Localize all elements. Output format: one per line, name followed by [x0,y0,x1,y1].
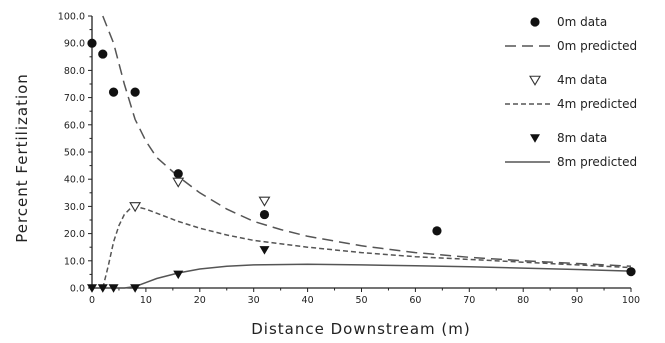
y-tick-label: 70.0 [64,93,85,104]
y-tick-label: 10.0 [64,256,85,267]
x-tick-label: 80 [517,295,529,306]
series-4m-data-point [129,202,142,213]
y-tick-label: 30.0 [64,202,85,213]
series-0m-data-point [98,49,108,59]
y-tick-label: 60.0 [64,120,85,131]
x-tick-label: 0 [89,295,95,306]
series-8m-data-point [108,284,119,293]
legend-8m-data: 8m data [530,131,607,145]
series-8m-data-point [130,284,141,293]
y-tick-label: 100.0 [58,12,85,23]
series-4m-data-point [172,177,185,188]
y-tick-label: 40.0 [64,175,85,186]
legend-4m-predicted: 4m predicted [505,97,637,111]
x-tick-label: 30 [248,295,260,306]
legend-8m-predicted: 8m predicted [505,155,637,169]
series-8m-data-point [87,284,97,293]
x-tick-label: 20 [194,295,206,306]
legend-8m-data-swatch [530,134,540,143]
y-tick-label: 90.0 [64,39,85,50]
legend-0m-data: 0m data [530,15,607,29]
series-points [87,38,636,293]
x-tick-label: 40 [302,295,314,306]
series-0m-data-point [626,267,636,277]
legend-0m-predicted: 0m predicted [505,39,637,53]
series-8m-data-point [259,246,270,255]
series-0m-data-point [130,87,140,97]
legend-0m-data-label: 0m data [557,15,607,29]
x-tick-label: 100 [622,295,640,306]
legend-8m-data-label: 8m data [557,131,607,145]
x-axis-title: Distance Downstream (m) [251,320,471,338]
legend-4m-data: 4m data [529,73,607,87]
series-8m-data-point [97,284,108,293]
legend: 0m data 0m predicted 4m data 4m predicted 8m… [505,15,637,169]
y-tick-label: 0.0 [70,284,85,295]
series-0m-data-point [432,226,442,236]
series-0m-data-point [173,169,183,179]
y-tick-label: 50.0 [64,148,85,159]
y-tick-label: 20.0 [64,229,85,240]
series-lines [92,15,632,289]
legend-4m-data-swatch [529,75,541,86]
series-0m-predicted-line [102,15,632,267]
x-tick-label: 50 [355,295,367,306]
legend-0m-predicted-label: 0m predicted [557,39,637,53]
series-0m-data-point [259,209,270,220]
series-8m-predicted-line [92,263,632,289]
series-4m-predicted-line [102,205,632,289]
x-tick-label: 60 [409,295,421,306]
y-axis-title: Percent Fertilization [13,73,31,243]
x-tick-label: 70 [463,295,475,306]
legend-0m-data-swatch [530,17,540,27]
series-0m-data-point [108,87,119,97]
series-8m-data-point [173,270,184,280]
legend-4m-predicted-label: 4m predicted [557,97,637,111]
series-4m-data-point [258,196,271,207]
axes: 0 10 20 30 40 50 60 70 80 90 100 0.0 10.0 20.0 30.0 40.… [58,12,640,307]
legend-8m-predicted-label: 8m predicted [557,155,637,169]
legend-4m-data-label: 4m data [557,73,607,87]
x-tick-label: 10 [140,295,152,306]
series-0m-data-point [87,38,97,48]
y-tick-label: 80.0 [64,66,85,77]
x-tick-label: 90 [571,295,583,306]
